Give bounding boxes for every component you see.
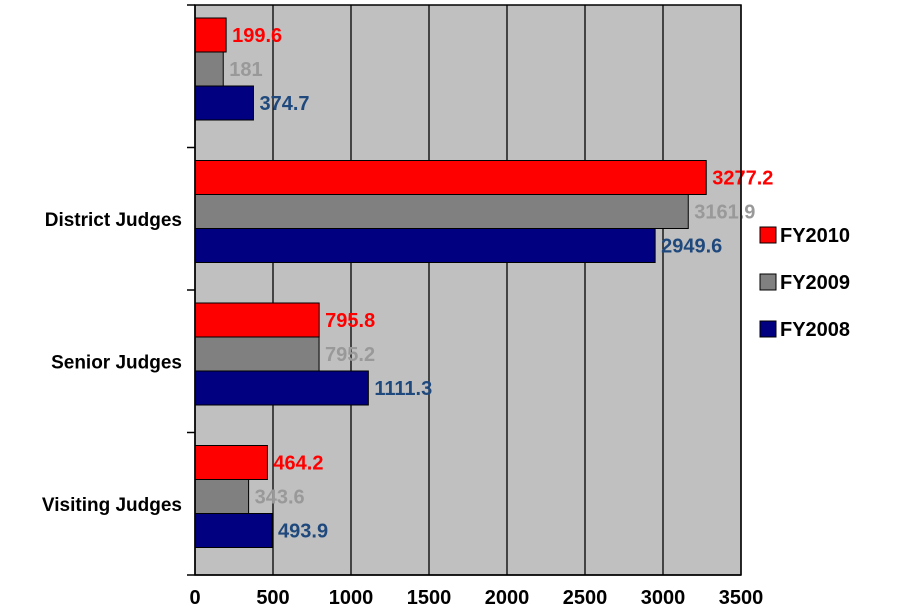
plot-area: [195, 5, 741, 575]
data-label-fy2008-district-judges: 2949.6: [661, 236, 722, 258]
legend-swatch-fy2009: [759, 273, 777, 291]
bar-fy2010-senior-judges: [194, 302, 320, 338]
bar-fy2008-senior-judges: [194, 370, 369, 406]
bar-fy2009-visiting-judges: [194, 479, 250, 514]
x-tick-label-1500: 1500: [407, 587, 452, 609]
data-label-fy2008-senior-judges: 1111.3: [374, 378, 432, 400]
bar-fy2010-cat0: [194, 17, 227, 53]
data-label-fy2010-district-judges: 3277.2: [712, 168, 773, 190]
data-label-fy2010-visiting-judges: 464.2: [273, 453, 323, 475]
legend: FY2010 FY2009 FY2008: [759, 225, 850, 341]
x-tick-label-2500: 2500: [563, 587, 608, 609]
data-label-fy2010-senior-judges: 795.8: [325, 310, 375, 332]
bar-fy2008-cat0: [194, 85, 254, 121]
legend-label-fy2010: FY2010: [780, 225, 850, 247]
data-label-fy2008-cat0: 374.7: [259, 93, 309, 115]
bar-fy2010-district-judges: [194, 160, 707, 195]
data-label-fy2009-senior-judges: 795.2: [325, 344, 375, 366]
category-label-senior-judges: Senior Judges: [51, 352, 182, 373]
x-tick-label-0: 0: [189, 587, 200, 609]
x-tick-label-3000: 3000: [641, 587, 686, 609]
bars: [194, 17, 707, 548]
legend-label-fy2009: FY2009: [780, 272, 850, 294]
data-label-fy2009-cat0: 181: [229, 59, 262, 81]
x-tick-label-500: 500: [256, 587, 289, 609]
data-label-fy2009-visiting-judges: 343.6: [255, 487, 305, 509]
data-labels: 199.6 181 374.7 3277.2 3161.9 2949.6 795.8 795.…: [229, 25, 773, 543]
x-tick-label-1000: 1000: [329, 587, 374, 609]
bar-fy2008-district-judges: [194, 228, 656, 263]
legend-label-fy2008: FY2008: [780, 319, 850, 341]
x-axis: 0 500 1000 1500 2000 2500 3000 3500: [189, 574, 764, 609]
data-label-fy2008-visiting-judges: 493.9: [278, 521, 328, 543]
x-tick-label-3500: 3500: [719, 587, 764, 609]
category-label-visiting-judges: Visiting Judges: [42, 495, 182, 516]
bar-fy2009-district-judges: [194, 194, 689, 229]
y-axis: District Judges Senior Judges Visiting Jud…: [42, 4, 196, 576]
category-label-district-judges: District Judges: [45, 210, 182, 231]
x-tick-label-2000: 2000: [485, 587, 530, 609]
data-label-fy2010-cat0: 199.6: [232, 25, 282, 47]
data-label-fy2009-district-judges: 3161.9: [694, 202, 755, 224]
bar-fy2009-cat0: [194, 51, 224, 87]
legend-swatch-fy2010: [759, 226, 777, 244]
bar-fy2008-visiting-judges: [194, 513, 273, 548]
legend-swatch-fy2008: [759, 320, 777, 338]
bar-fy2010-visiting-judges: [194, 445, 268, 480]
bar-fy2009-senior-judges: [194, 336, 320, 372]
